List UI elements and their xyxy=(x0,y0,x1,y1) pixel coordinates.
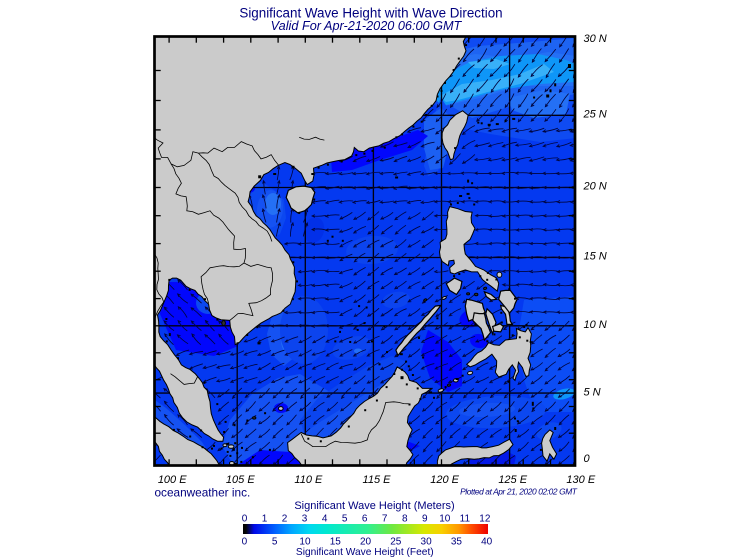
svg-text:Significant Wave Height (Meter: Significant Wave Height (Meters) xyxy=(294,500,454,512)
svg-text:0: 0 xyxy=(242,514,248,525)
svg-text:12: 12 xyxy=(479,514,491,525)
svg-text:125 E: 125 E xyxy=(498,474,527,486)
svg-text:1: 1 xyxy=(262,514,268,525)
svg-text:10 N: 10 N xyxy=(584,319,607,331)
svg-text:Plotted at Apr 21, 2020 02:02: Plotted at Apr 21, 2020 02:02 GMT xyxy=(460,487,578,497)
svg-text:4: 4 xyxy=(322,514,328,525)
svg-text:oceanweather inc.: oceanweather inc. xyxy=(155,486,251,500)
svg-text:3: 3 xyxy=(302,514,308,525)
svg-text:25: 25 xyxy=(390,537,402,548)
svg-text:110 E: 110 E xyxy=(294,474,323,486)
svg-text:5: 5 xyxy=(272,537,278,548)
svg-text:100 E: 100 E xyxy=(158,474,187,486)
svg-text:0: 0 xyxy=(242,537,248,548)
svg-text:9: 9 xyxy=(422,514,428,525)
svg-text:30 N: 30 N xyxy=(584,33,607,45)
svg-text:25 N: 25 N xyxy=(583,108,607,120)
svg-text:20: 20 xyxy=(360,537,372,548)
svg-text:5: 5 xyxy=(342,514,348,525)
svg-text:115 E: 115 E xyxy=(363,474,392,486)
svg-text:Valid For Apr-21-2020 06:00 GM: Valid For Apr-21-2020 06:00 GMT xyxy=(271,19,463,33)
svg-text:15: 15 xyxy=(330,537,342,548)
svg-text:35: 35 xyxy=(451,537,463,548)
svg-text:6: 6 xyxy=(362,514,368,525)
svg-text:20 N: 20 N xyxy=(583,181,607,193)
svg-text:8: 8 xyxy=(402,514,408,525)
svg-text:Significant Wave Height (Feet): Significant Wave Height (Feet) xyxy=(296,547,434,558)
svg-text:7: 7 xyxy=(382,514,388,525)
svg-text:130 E: 130 E xyxy=(566,474,595,486)
svg-text:40: 40 xyxy=(481,537,493,548)
svg-text:30: 30 xyxy=(421,537,433,548)
svg-text:10: 10 xyxy=(439,514,451,525)
svg-text:15 N: 15 N xyxy=(584,251,607,263)
svg-text:105 E: 105 E xyxy=(226,474,255,486)
svg-text:5 N: 5 N xyxy=(584,386,601,398)
svg-text:2: 2 xyxy=(282,514,288,525)
svg-text:10: 10 xyxy=(299,537,311,548)
svg-text:0: 0 xyxy=(584,453,591,465)
svg-text:120 E: 120 E xyxy=(430,474,459,486)
svg-text:Significant Wave Height with W: Significant Wave Height with Wave Direct… xyxy=(239,6,502,21)
svg-text:11: 11 xyxy=(460,514,471,525)
